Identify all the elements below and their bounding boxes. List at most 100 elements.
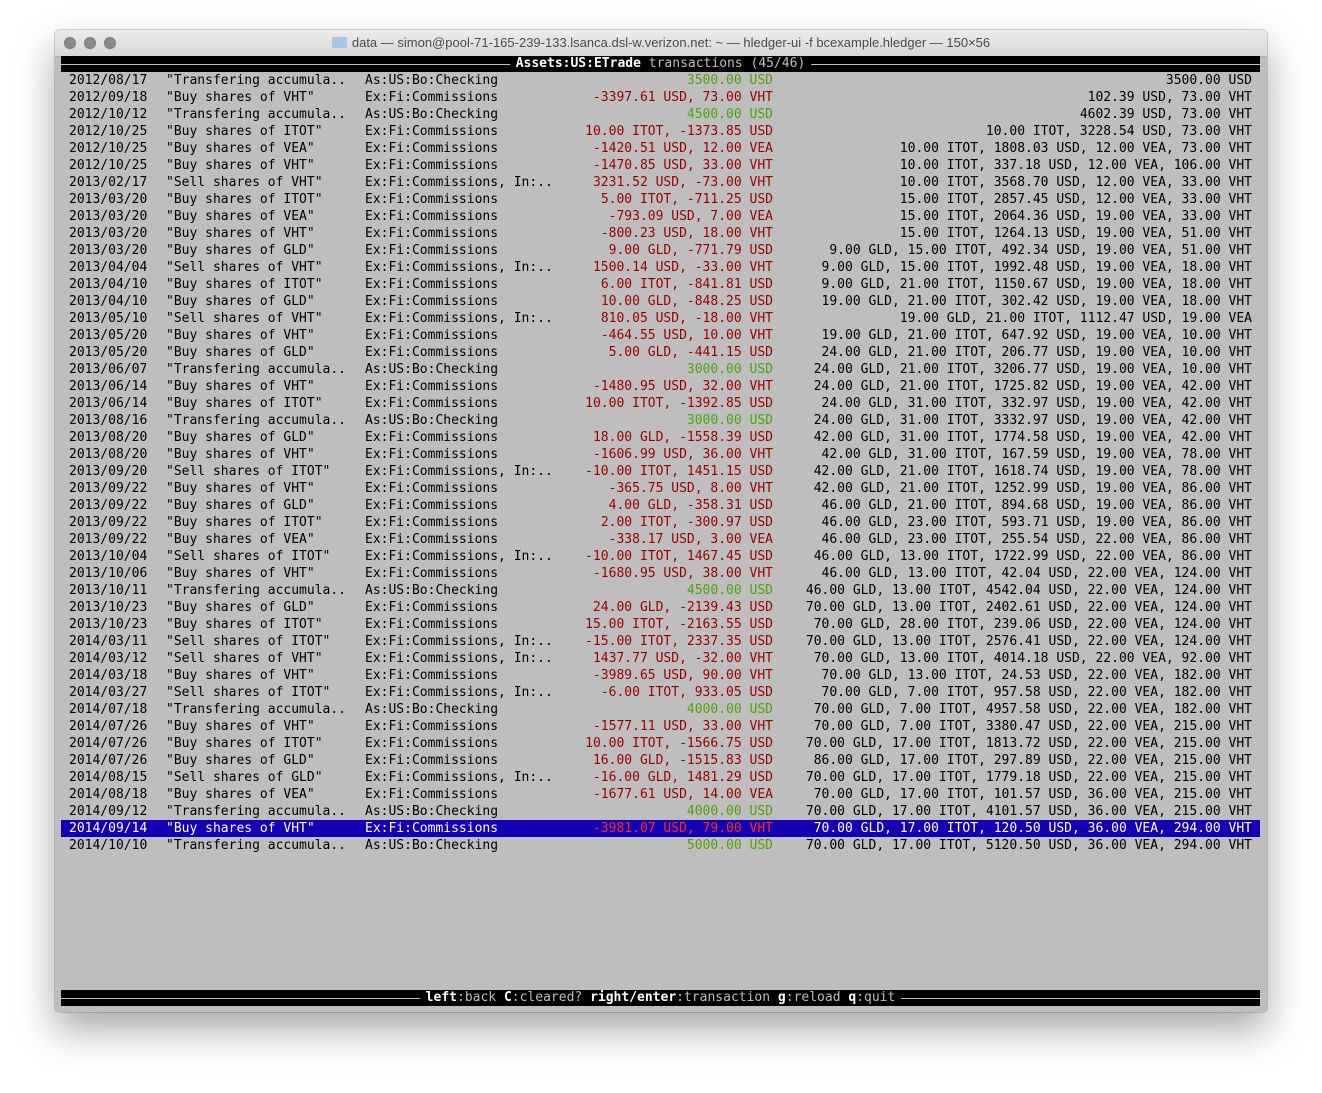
minimize-button[interactable] [84,37,96,49]
transaction-row[interactable]: 2014/03/27 "Sell shares of ITOT" Ex:Fi:Com… [61,684,1260,701]
transaction-row[interactable]: 2014/09/12 "Transfering accumula.. As:US:B… [61,803,1260,820]
transaction-row[interactable]: 2014/10/10 "Transfering accumula.. As:US:B… [61,837,1260,854]
transaction-row[interactable]: 2013/08/20 "Buy shares of VHT" Ex:Fi:Commi… [61,446,1260,463]
transaction-row[interactable]: 2013/03/20 "Buy shares of VHT" Ex:Fi:Commi… [61,225,1260,242]
transaction-row[interactable]: 2012/10/12 "Transfering accumula.. As:US:B… [61,106,1260,123]
running-balance: 42.00 GLD, 21.00 ITOT, 1618.74 USD, 19.0… [813,464,1252,479]
transaction-row[interactable]: 2013/05/10 "Sell shares of VHT" Ex:Fi:Comm… [61,310,1260,327]
transaction-row[interactable]: 2012/10/25 "Buy shares of VEA" Ex:Fi:Commi… [61,140,1260,157]
transaction-row[interactable]: 2012/10/25 "Buy shares of VHT" Ex:Fi:Commi… [61,157,1260,174]
transaction-row[interactable]: 2014/03/18 "Buy shares of VHT" Ex:Fi:Commi… [61,667,1260,684]
title-bar: data — simon@pool-71-165-239-133.lsanca.… [55,30,1267,57]
transaction-description: "Buy shares of VHT" [166,328,315,343]
transaction-row[interactable]: 2013/04/10 "Buy shares of ITOT" Ex:Fi:Comm… [61,276,1260,293]
transaction-row[interactable]: 2013/04/04 "Sell shares of VHT" Ex:Fi:Comm… [61,259,1260,276]
transaction-date: 2012/10/12 [69,107,148,122]
transaction-row[interactable]: 2013/10/06 "Buy shares of VHT" Ex:Fi:Commi… [61,565,1260,582]
transaction-row[interactable]: 2013/09/20 "Sell shares of ITOT" Ex:Fi:Com… [61,463,1260,480]
transaction-row[interactable]: 2014/07/26 "Buy shares of ITOT" Ex:Fi:Comm… [61,735,1260,752]
transaction-accounts: Ex:Fi:Commissions [365,719,499,734]
transaction-description: "Buy shares of VHT" [166,481,315,496]
transaction-description: "Sell shares of ITOT" [166,685,331,700]
transaction-row[interactable]: 2013/03/20 "Buy shares of GLD" Ex:Fi:Commi… [61,242,1260,259]
selected-transaction-row[interactable]: 2014/09/14 "Buy shares of VHT" Ex:Fi:Commi… [61,820,1260,837]
transaction-description: "Buy shares of GLD" [166,243,315,258]
transaction-row[interactable]: 2013/09/22 "Buy shares of VEA" Ex:Fi:Commi… [61,531,1260,548]
transaction-date: 2014/07/26 [69,753,148,768]
running-balance: 70.00 GLD, 7.00 ITOT, 957.58 USD, 22.00 … [821,685,1252,700]
transaction-row[interactable]: 2013/08/16 "Transfering accumula.. As:US:B… [61,412,1260,429]
running-balance: 10.00 ITOT, 3568.70 USD, 12.00 VEA, 33.0… [899,175,1252,190]
transaction-amount: -800.23 USD, 18.00 VHT [600,226,773,241]
transaction-row[interactable]: 2014/07/26 "Buy shares of VHT" Ex:Fi:Commi… [61,718,1260,735]
transaction-row[interactable]: 2014/03/12 "Sell shares of VHT" Ex:Fi:Comm… [61,650,1260,667]
transaction-accounts: As:US:Bo:Checking [365,838,499,853]
transaction-accounts: Ex:Fi:Commissions, In:.. [365,634,553,649]
transaction-accounts: Ex:Fi:Commissions [365,787,499,802]
transaction-amount: 3000.00 USD [686,362,773,377]
zoom-button[interactable] [104,37,116,49]
transaction-row[interactable]: 2013/09/22 "Buy shares of VHT" Ex:Fi:Commi… [61,480,1260,497]
close-button[interactable] [64,37,76,49]
transaction-row[interactable]: 2013/10/23 "Buy shares of GLD" Ex:Fi:Commi… [61,599,1260,616]
transaction-amount: 6.00 ITOT, -841.81 USD [600,277,773,292]
transaction-date: 2013/06/14 [69,396,148,411]
transaction-description: "Buy shares of ITOT" [166,124,323,139]
transaction-accounts: Ex:Fi:Commissions [365,158,499,173]
transaction-row[interactable]: 2013/09/22 "Buy shares of ITOT" Ex:Fi:Comm… [61,514,1260,531]
running-balance: 24.00 GLD, 21.00 ITOT, 3206.77 USD, 19.0… [813,362,1252,377]
transaction-accounts: Ex:Fi:Commissions [365,294,499,309]
transaction-row[interactable]: 2013/03/20 "Buy shares of VEA" Ex:Fi:Commi… [61,208,1260,225]
transaction-amount: -10.00 ITOT, 1451.15 USD [585,464,773,479]
running-balance: 70.00 GLD, 13.00 ITOT, 2576.41 USD, 22.0… [805,634,1252,649]
transaction-row[interactable]: 2014/07/26 "Buy shares of GLD" Ex:Fi:Commi… [61,752,1260,769]
transaction-row[interactable]: 2013/06/14 "Buy shares of ITOT" Ex:Fi:Comm… [61,395,1260,412]
transaction-row[interactable]: 2013/05/20 "Buy shares of VHT" Ex:Fi:Commi… [61,327,1260,344]
transaction-description: "Sell shares of ITOT" [166,464,331,479]
transaction-row[interactable]: 2014/08/15 "Sell shares of GLD" Ex:Fi:Comm… [61,769,1260,786]
running-balance: 42.00 GLD, 21.00 ITOT, 1252.99 USD, 19.0… [813,481,1252,496]
transaction-row[interactable]: 2012/09/18 "Buy shares of VHT" Ex:Fi:Commi… [61,89,1260,106]
running-balance: 70.00 GLD, 17.00 ITOT, 5120.50 USD, 36.0… [805,838,1252,853]
transaction-date: 2013/03/20 [69,209,148,224]
transaction-row[interactable]: 2013/10/11 "Transfering accumula.. As:US:B… [61,582,1260,599]
transaction-row[interactable]: 2013/08/20 "Buy shares of GLD" Ex:Fi:Commi… [61,429,1260,446]
transaction-row[interactable]: 2013/10/23 "Buy shares of ITOT" Ex:Fi:Comm… [61,616,1260,633]
transaction-amount: 3231.52 USD, -73.00 VHT [592,175,773,190]
transaction-row[interactable]: 2013/06/07 "Transfering accumula.. As:US:B… [61,361,1260,378]
transaction-date: 2013/08/16 [69,413,148,428]
transaction-accounts: Ex:Fi:Commissions, In:.. [365,464,553,479]
transaction-amount: -3981.07 USD, 79.00 VHT [592,821,773,836]
transactions-list[interactable]: 2012/08/17 "Transfering accumula.. As:US:B… [61,72,1260,854]
transaction-row[interactable]: 2012/08/17 "Transfering accumula.. As:US:B… [61,72,1260,89]
key-label: C [503,990,512,1005]
transaction-row[interactable]: 2013/09/22 "Buy shares of GLD" Ex:Fi:Commi… [61,497,1260,514]
transaction-accounts: Ex:Fi:Commissions [365,617,499,632]
transaction-date: 2013/10/23 [69,600,148,615]
transaction-description: "Buy shares of VHT" [166,566,315,581]
transaction-row[interactable]: 2014/08/18 "Buy shares of VEA" Ex:Fi:Commi… [61,786,1260,803]
transaction-accounts: As:US:Bo:Checking [365,73,499,88]
key-action: back [464,990,497,1005]
transaction-row[interactable]: 2012/10/25 "Buy shares of ITOT" Ex:Fi:Comm… [61,123,1260,140]
transaction-row[interactable]: 2013/10/04 "Sell shares of ITOT" Ex:Fi:Com… [61,548,1260,565]
transaction-amount: 10.00 ITOT, -1373.85 USD [585,124,773,139]
transaction-description: "Sell shares of ITOT" [166,549,331,564]
transaction-row[interactable]: 2013/06/14 "Buy shares of VHT" Ex:Fi:Commi… [61,378,1260,395]
transaction-date: 2013/09/22 [69,532,148,547]
transaction-amount: 5.00 ITOT, -711.25 USD [600,192,773,207]
transaction-row[interactable]: 2013/03/20 "Buy shares of ITOT" Ex:Fi:Comm… [61,191,1260,208]
transaction-row[interactable]: 2013/05/20 "Buy shares of GLD" Ex:Fi:Commi… [61,344,1260,361]
transaction-row[interactable]: 2013/02/17 "Sell shares of VHT" Ex:Fi:Comm… [61,174,1260,191]
transaction-row[interactable]: 2014/07/18 "Transfering accumula.. As:US:B… [61,701,1260,718]
transaction-amount: -365.75 USD, 8.00 VHT [608,481,773,496]
key-hint: left:back [425,990,497,1005]
transaction-description: "Transfering accumula.. [166,73,347,88]
transaction-row[interactable]: 2013/04/10 "Buy shares of GLD" Ex:Fi:Commi… [61,293,1260,310]
transaction-amount: 4000.00 USD [686,804,773,819]
transaction-description: "Sell shares of VHT" [166,651,323,666]
transaction-amount: -16.00 GLD, 1481.29 USD [592,770,773,785]
running-balance: 24.00 GLD, 21.00 ITOT, 1725.82 USD, 19.0… [813,379,1252,394]
transaction-accounts: Ex:Fi:Commissions [365,226,499,241]
transaction-row[interactable]: 2014/03/11 "Sell shares of ITOT" Ex:Fi:Com… [61,633,1260,650]
